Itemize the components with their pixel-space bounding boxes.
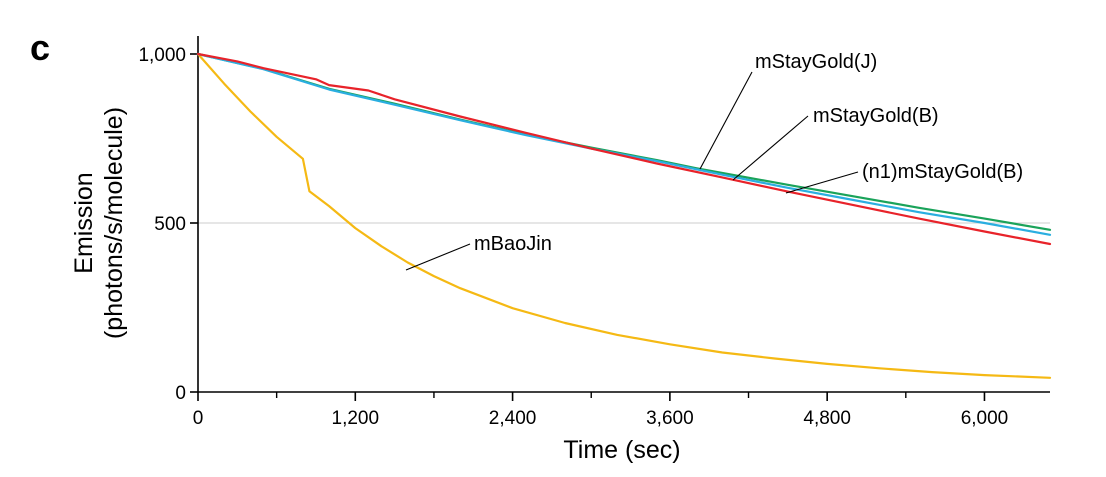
x-axis-title: Time (sec) [563,436,680,464]
series-line-2 [196,52,1052,246]
x-tick-label-0: 0 [193,408,204,429]
x-tick-label-1: 1,200 [332,408,380,429]
leader-line-1 [732,115,809,181]
x-tick-label-5: 6,000 [961,408,1009,429]
leader-line-0 [699,71,753,170]
y-tick-label-1: 500 [154,214,186,235]
series-layer [196,52,1052,379]
leader-line-3 [405,243,471,271]
series-label-0: mStayGold(J) [755,51,877,73]
series-label-1: mStayGold(B) [813,105,939,127]
x-tick-label-2: 2,400 [489,408,537,429]
x-tick-label-4: 4,800 [803,408,851,429]
x-tick-label-3: 3,600 [646,408,694,429]
annotation-layer: mStayGold(J) mStayGold(B) (n1)mStayGold(B)… [405,51,1023,271]
leader-line-2 [785,171,859,194]
y-tick-label-0: 0 [175,383,186,404]
y-axis-title-line2: (photons/s/molecule) [100,107,128,339]
series-label-3: mBaoJin [474,233,552,255]
axes-layer: 0 500 1,000 0 1,200 2,400 3,600 4,800 6,000 [138,36,1050,429]
series-line-1 [196,52,1052,236]
series-label-2: (n1)mStayGold(B) [862,161,1023,183]
panel-label: c [30,27,50,68]
series-line-3 [196,52,1052,379]
y-axis-title-line1: Emission [70,172,98,273]
y-tick-label-2: 1,000 [138,45,186,66]
